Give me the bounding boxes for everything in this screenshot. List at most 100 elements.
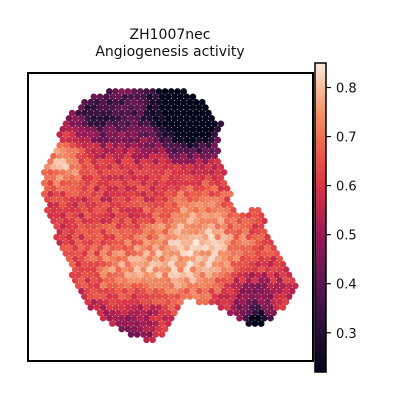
spot — [199, 239, 206, 246]
spot — [149, 109, 156, 117]
spot — [171, 190, 178, 198]
spot — [78, 147, 85, 155]
spot — [149, 163, 156, 171]
spot — [127, 115, 135, 122]
spot — [137, 282, 144, 290]
spot — [186, 109, 194, 117]
spot — [226, 233, 234, 241]
spot — [99, 314, 107, 322]
spot — [217, 120, 225, 128]
spot — [217, 239, 225, 246]
spot — [90, 244, 98, 252]
spot — [124, 304, 132, 311]
spot — [118, 206, 125, 214]
spot — [130, 98, 138, 106]
spot — [168, 131, 175, 138]
spot — [155, 282, 163, 290]
spot — [186, 163, 194, 171]
spot — [161, 120, 169, 128]
spot — [75, 196, 82, 203]
spot — [180, 120, 187, 128]
spot — [124, 131, 132, 138]
spot — [155, 250, 163, 257]
spot — [93, 250, 101, 257]
spot — [195, 136, 203, 144]
spot — [174, 271, 181, 279]
spot — [106, 142, 113, 149]
spot — [127, 147, 135, 155]
spot — [112, 314, 119, 322]
spot — [115, 115, 122, 122]
spot — [202, 169, 209, 176]
spot — [62, 120, 70, 128]
spot — [112, 304, 119, 311]
spot — [84, 158, 91, 165]
spot — [183, 223, 191, 230]
spot — [143, 88, 150, 95]
spot — [168, 271, 175, 279]
spot — [245, 255, 253, 263]
spot — [177, 136, 184, 144]
spot — [78, 158, 85, 165]
spot — [149, 120, 156, 128]
spot — [223, 185, 231, 192]
spot — [233, 309, 240, 317]
spot — [264, 277, 271, 284]
spot — [71, 277, 79, 284]
spot — [270, 277, 277, 284]
spot — [168, 260, 175, 268]
spot — [106, 174, 113, 182]
spot — [78, 115, 85, 122]
spot — [75, 120, 82, 128]
spot — [171, 93, 178, 101]
spot — [140, 147, 147, 155]
spot — [189, 201, 197, 209]
spot — [146, 212, 153, 219]
spot — [273, 282, 281, 290]
spot — [127, 136, 135, 144]
spot — [226, 201, 234, 209]
spot — [152, 169, 160, 176]
spot — [130, 304, 138, 311]
spot — [93, 120, 101, 128]
spot — [96, 179, 104, 187]
spot — [84, 115, 91, 122]
spot — [78, 287, 85, 295]
spot — [127, 212, 135, 219]
spot — [292, 282, 299, 290]
spot — [161, 163, 169, 171]
spot — [90, 158, 98, 165]
spot — [161, 271, 169, 279]
spot — [242, 293, 249, 300]
spot — [140, 125, 147, 133]
spot — [115, 309, 122, 317]
spot — [81, 196, 88, 203]
spot — [127, 169, 135, 176]
spot — [109, 266, 116, 273]
spot — [168, 98, 175, 106]
spot — [40, 169, 48, 176]
spot — [276, 287, 284, 295]
spot — [44, 174, 51, 182]
spot — [133, 212, 141, 219]
spot — [199, 163, 206, 171]
spot — [118, 88, 125, 95]
spot — [192, 152, 200, 160]
spot — [59, 212, 67, 219]
spot — [130, 314, 138, 322]
spot — [155, 271, 163, 279]
spot — [180, 98, 187, 106]
spot — [171, 147, 178, 155]
spot — [68, 131, 76, 138]
spot — [130, 271, 138, 279]
spot — [87, 163, 94, 171]
spot — [211, 196, 218, 203]
spot — [168, 152, 175, 160]
spot — [282, 277, 290, 284]
spot — [168, 109, 175, 117]
spot — [87, 109, 94, 117]
spot — [65, 169, 73, 176]
spot — [109, 158, 116, 165]
spot — [143, 98, 150, 106]
spot — [152, 320, 160, 327]
